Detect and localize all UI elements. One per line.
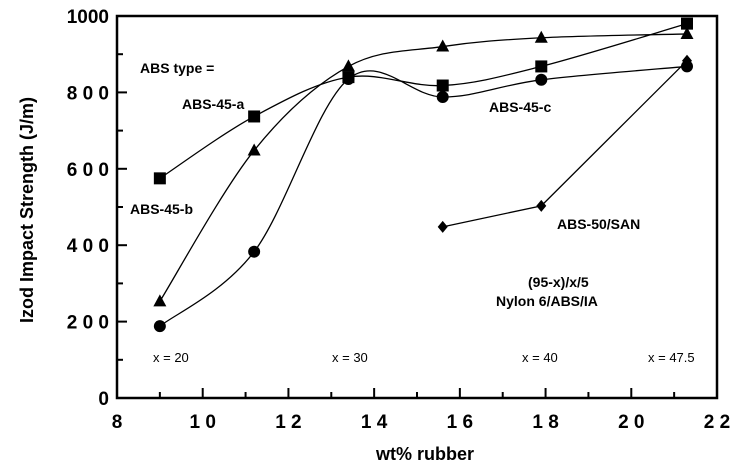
x-value-label-30: x = 30 bbox=[332, 350, 368, 365]
series-line-abs-50-san bbox=[442, 60, 688, 228]
x-tick-label: 1 6 bbox=[447, 412, 473, 433]
data-point-abs-45-b bbox=[247, 143, 261, 156]
y-tick-label: 4 0 0 bbox=[67, 236, 109, 257]
x-tick-label: 1 8 bbox=[532, 412, 558, 433]
x-value-label-47-5: x = 47.5 bbox=[648, 350, 695, 365]
data-point-abs-45-a bbox=[248, 110, 261, 123]
formula-line-2: Nylon 6/ABS/IA bbox=[496, 293, 598, 309]
y-tick-label: 0 bbox=[98, 389, 109, 410]
x-axis-title: wt% rubber bbox=[375, 444, 474, 464]
data-point-abs-50-san bbox=[437, 220, 448, 233]
x-value-label-40: x = 40 bbox=[522, 350, 558, 365]
formula-line-1: (95-x)/x/5 bbox=[528, 274, 589, 290]
series-line-abs-45-a bbox=[159, 23, 688, 179]
series-label-abs-45-b: ABS-45-b bbox=[130, 201, 193, 217]
x-value-label-20: x = 20 bbox=[153, 350, 189, 365]
series-curves bbox=[159, 23, 688, 327]
series-markers bbox=[153, 17, 694, 333]
series-line-abs-45-c bbox=[159, 65, 688, 327]
x-tick-label: 1 2 bbox=[275, 412, 301, 433]
series-line-abs-45-b bbox=[159, 33, 688, 302]
series-label-abs-45-a: ABS-45-a bbox=[182, 96, 244, 112]
data-point-abs-50-san bbox=[682, 54, 692, 67]
series-label-abs-50-san: ABS-50/SAN bbox=[557, 216, 640, 232]
y-tick-label: 6 0 0 bbox=[67, 160, 109, 181]
data-point-abs-45-b bbox=[680, 26, 694, 39]
data-point-abs-45-c bbox=[342, 73, 355, 86]
data-point-abs-45-c bbox=[436, 90, 449, 103]
data-point-abs-45-b bbox=[436, 39, 450, 52]
data-point-abs-45-c bbox=[153, 320, 166, 333]
x-axis: 8 1 0 1 2 1 4 1 6 1 8 2 0 2 2 bbox=[112, 388, 730, 433]
y-tick-label: 8 0 0 bbox=[67, 83, 109, 104]
data-point-abs-45-c bbox=[535, 73, 548, 86]
x-tick-label: 1 4 bbox=[361, 412, 388, 433]
data-point-abs-45-a bbox=[153, 172, 166, 185]
data-point-abs-45-c bbox=[248, 245, 261, 258]
y-axis-title: Izod Impact Strength (J/m) bbox=[17, 97, 37, 323]
y-tick-label: 2 0 0 bbox=[67, 313, 109, 334]
x-tick-label: 1 0 bbox=[190, 412, 216, 433]
data-point-abs-45-b bbox=[153, 294, 167, 307]
y-tick-label: 1000 bbox=[67, 7, 109, 28]
y-axis: 0 2 0 0 4 0 0 6 0 0 8 0 0 1000 bbox=[67, 7, 127, 410]
data-point-abs-45-a bbox=[436, 79, 449, 92]
x-tick-label: 8 bbox=[112, 412, 123, 433]
series-label-abs-45-c: ABS-45-c bbox=[489, 99, 551, 115]
data-point-abs-50-san bbox=[536, 199, 547, 212]
data-point-abs-45-a bbox=[681, 17, 693, 30]
x-tick-label: 2 0 bbox=[618, 412, 644, 433]
x-tick-label: 2 2 bbox=[704, 412, 730, 433]
data-point-abs-45-b bbox=[534, 30, 548, 43]
legend-header: ABS type = bbox=[140, 60, 214, 76]
data-point-abs-45-b bbox=[341, 59, 355, 72]
data-point-abs-45-a bbox=[535, 60, 548, 73]
